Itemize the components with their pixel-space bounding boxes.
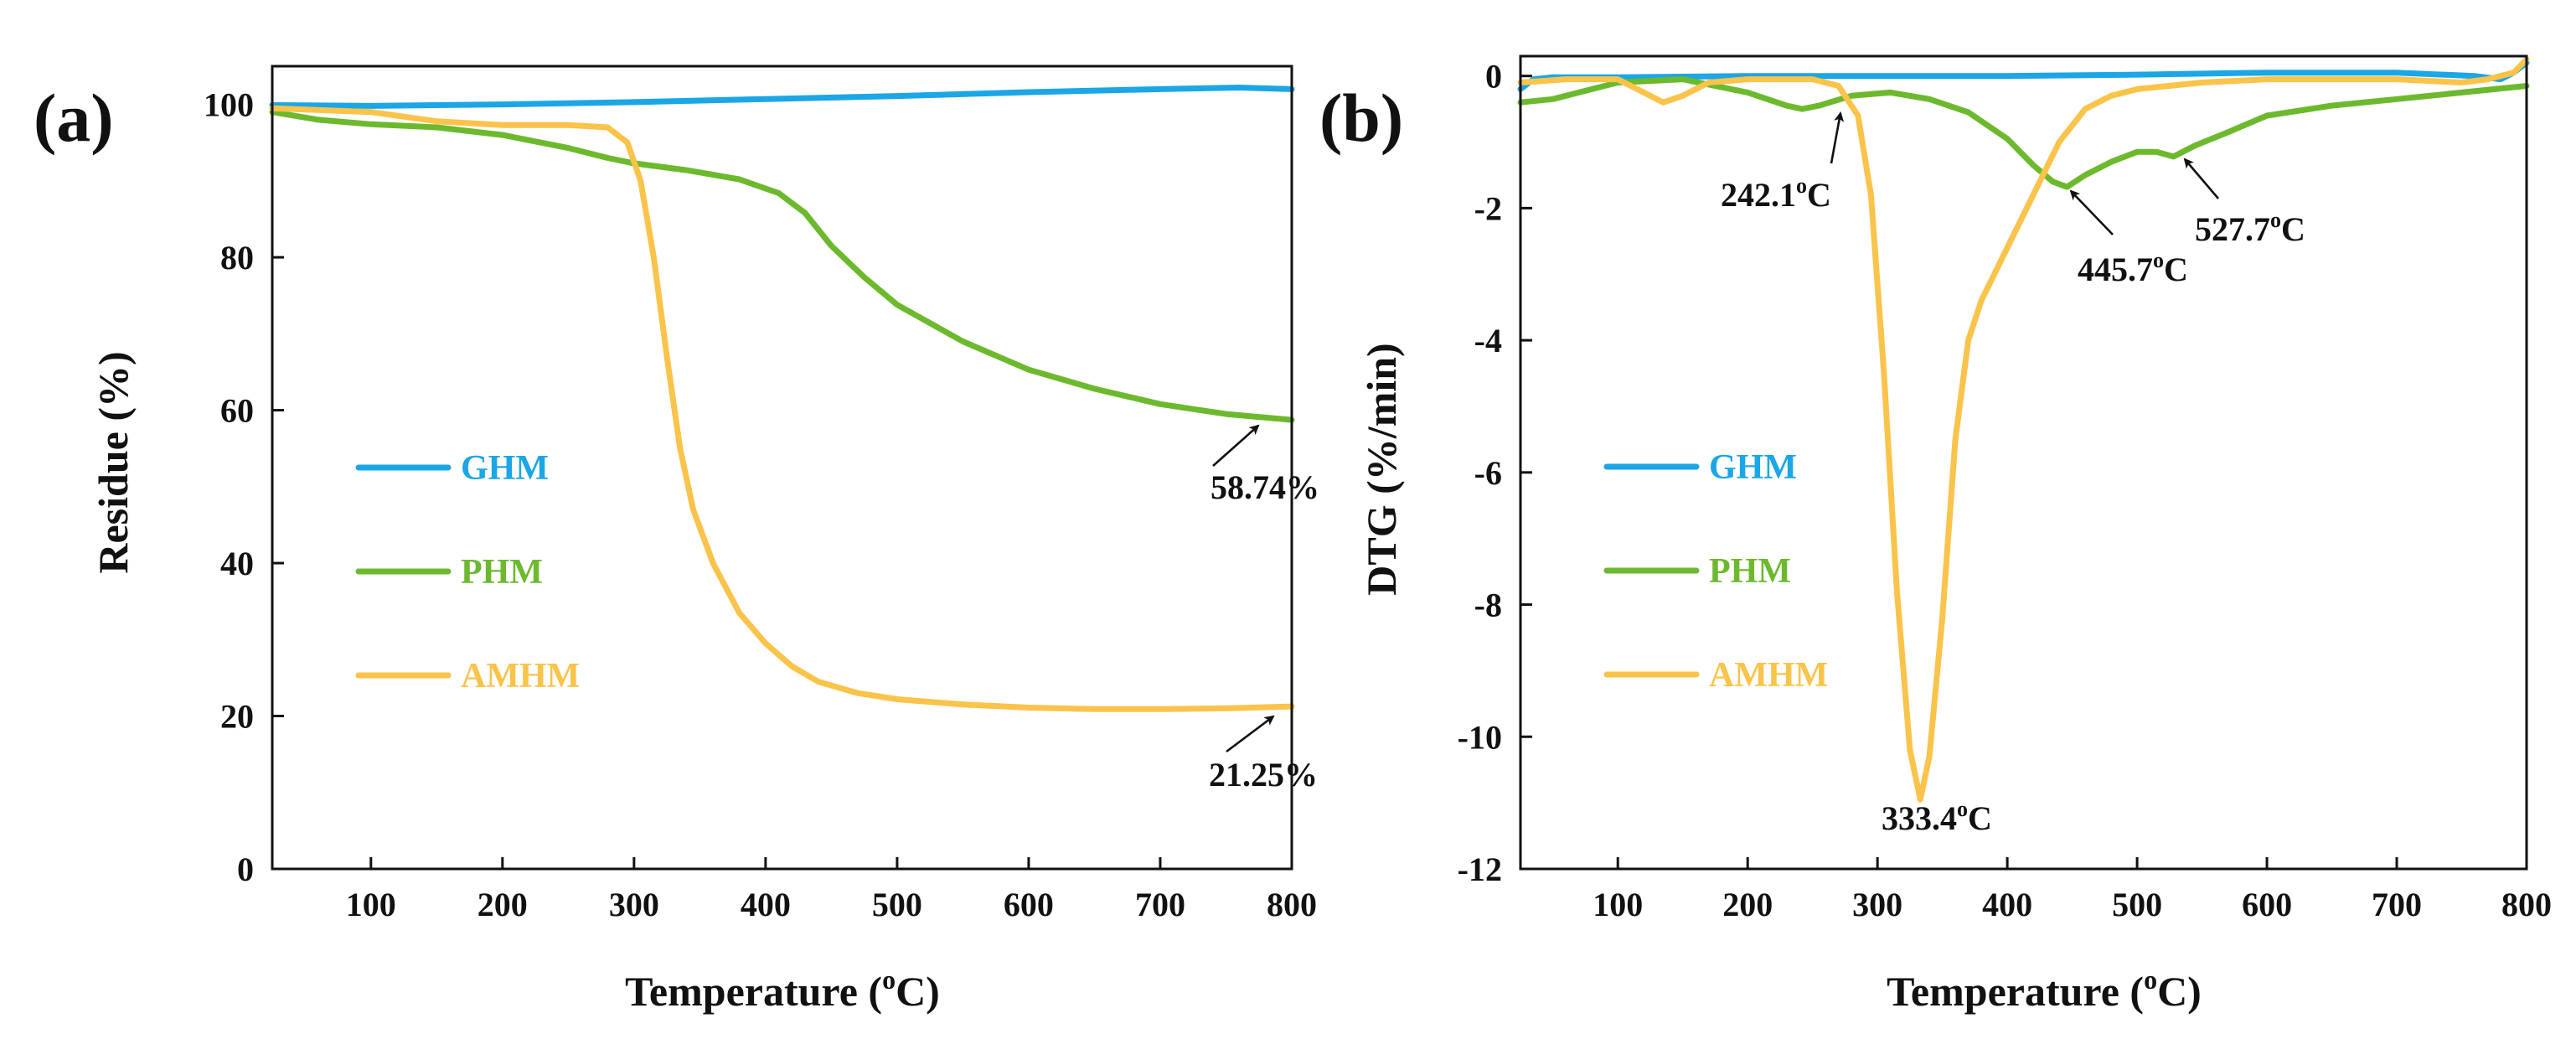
panel-b-ticks: 100 200 300 400 500 600 700 800 0 -2 -4 -6 -8 -10 -12 bbox=[1458, 58, 2552, 923]
panel-a-ylabel: Residue (%) bbox=[90, 351, 137, 573]
legend-label-amhm: AMHM bbox=[1709, 656, 1828, 695]
series-phm-line bbox=[1517, 76, 2530, 190]
panel-b-ylabel: DTG (%/min) bbox=[1358, 343, 1405, 595]
annotation-arrow bbox=[1226, 715, 1275, 753]
y-tick-label: 0 bbox=[1485, 58, 1502, 96]
panel-b-series bbox=[1517, 56, 2530, 803]
y-tick-label: 100 bbox=[204, 86, 254, 124]
panel-b-legend: GHM PHM AMHM bbox=[1603, 448, 1828, 695]
x-tick-label: 500 bbox=[872, 886, 922, 923]
y-tick-label: 60 bbox=[220, 392, 254, 430]
panel-a-frame bbox=[271, 65, 1293, 871]
panel-a-annotations: 58.74% 21.25% bbox=[1209, 424, 1319, 793]
series-amhm-line bbox=[269, 105, 1295, 712]
y-tick-label: 0 bbox=[237, 850, 254, 888]
y-tick-label: 80 bbox=[220, 239, 254, 277]
panel-a: (a) Residue (%) Temperature (oC) 100 200 3… bbox=[34, 65, 1319, 1015]
panel-b-frame bbox=[1519, 54, 2528, 871]
x-tick-label: 500 bbox=[2112, 886, 2162, 923]
annotation-label: 527.7oC bbox=[2195, 208, 2305, 248]
x-tick-label: 400 bbox=[741, 886, 791, 923]
legend-label-phm: PHM bbox=[461, 553, 543, 592]
annotation-label: 445.7oC bbox=[2078, 248, 2188, 288]
x-tick-label: 400 bbox=[1982, 886, 2032, 923]
series-phm-line bbox=[269, 109, 1295, 423]
x-tick-label: 800 bbox=[1267, 886, 1317, 923]
annotation-label: 21.25% bbox=[1209, 756, 1318, 793]
panel-a-ticks: 100 200 300 400 500 600 700 800 0 20 40 60 80 100 bbox=[204, 86, 1317, 923]
y-tick-label: -12 bbox=[1458, 850, 1502, 888]
annotation-arrow bbox=[1212, 424, 1260, 467]
legend-label-ghm: GHM bbox=[461, 449, 549, 488]
y-tick-label: -6 bbox=[1474, 454, 1502, 492]
series-ghm-line bbox=[269, 85, 1295, 109]
panel-b-letter: (b) bbox=[1319, 80, 1403, 156]
annotation-label: 333.4oC bbox=[1882, 797, 1992, 837]
annotation-arrow bbox=[2069, 189, 2114, 235]
x-tick-label: 200 bbox=[1722, 886, 1773, 923]
annotation-arrow bbox=[2183, 158, 2219, 199]
x-tick-label: 300 bbox=[609, 886, 659, 923]
x-tick-label: 600 bbox=[1004, 886, 1054, 923]
panel-b-xlabel: Temperature (oC) bbox=[1887, 964, 2202, 1015]
y-tick-label: -2 bbox=[1474, 189, 1502, 227]
legend-label-amhm: AMHM bbox=[461, 657, 580, 695]
y-tick-label: 40 bbox=[220, 545, 254, 582]
x-tick-label: 700 bbox=[1135, 886, 1185, 923]
x-tick-label: 700 bbox=[2372, 886, 2422, 923]
series-amhm-line bbox=[1517, 56, 2530, 803]
y-tick-label: -10 bbox=[1458, 718, 1502, 756]
x-tick-label: 800 bbox=[2501, 886, 2552, 923]
y-tick-label: -8 bbox=[1474, 587, 1502, 624]
y-tick-label: 20 bbox=[220, 698, 254, 736]
panel-a-letter: (a) bbox=[34, 80, 114, 156]
series-ghm-line bbox=[1517, 59, 2530, 92]
x-tick-label: 100 bbox=[346, 886, 396, 923]
legend-label-ghm: GHM bbox=[1709, 448, 1797, 487]
panel-a-legend: GHM PHM AMHM bbox=[355, 449, 580, 695]
legend-label-phm: PHM bbox=[1709, 552, 1791, 591]
annotation-label: 58.74% bbox=[1211, 468, 1319, 506]
x-tick-label: 100 bbox=[1593, 886, 1643, 923]
x-tick-label: 200 bbox=[478, 886, 528, 923]
panel-a-series bbox=[269, 85, 1295, 712]
annotation-label: 242.1oC bbox=[1721, 173, 1831, 214]
x-tick-label: 300 bbox=[1852, 886, 1902, 923]
y-tick-label: -4 bbox=[1474, 322, 1502, 359]
annotation-arrow bbox=[1830, 111, 1845, 164]
panel-a-xlabel: Temperature (oC) bbox=[625, 964, 940, 1015]
panel-b: (b) DTG (%/min) Temperature (oC) 100 200 3… bbox=[1319, 54, 2552, 1015]
x-tick-label: 600 bbox=[2242, 886, 2292, 923]
